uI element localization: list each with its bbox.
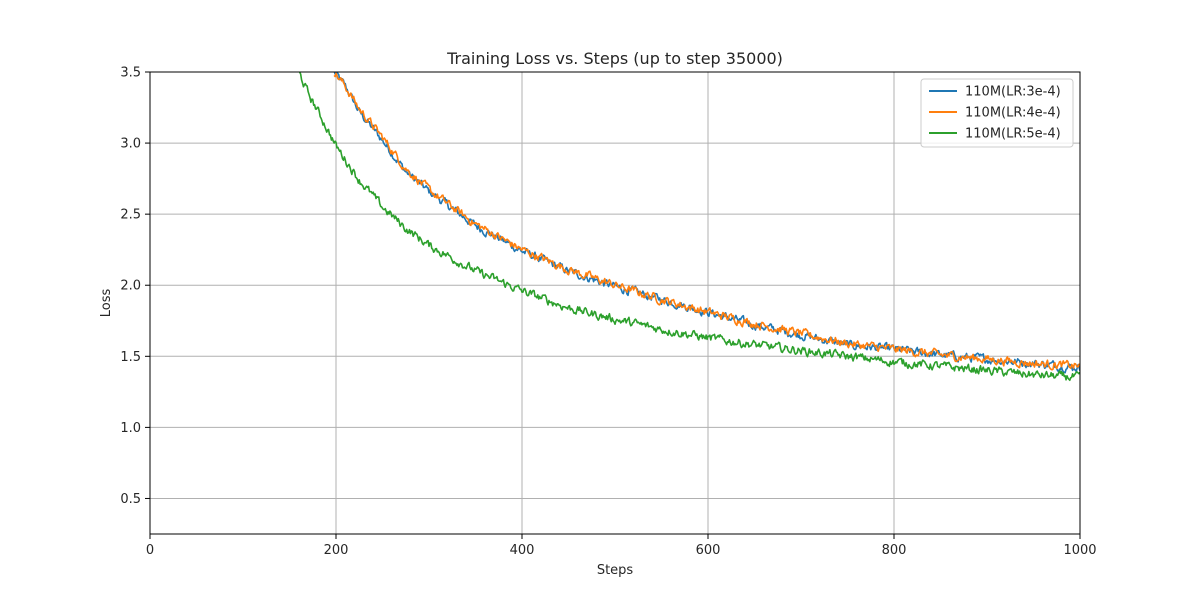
chart-title: Training Loss vs. Steps (up to step 3500… <box>446 49 783 68</box>
legend: 110M(LR:3e-4) 110M(LR:4e-4) 110M(LR:5e-4) <box>920 78 1074 148</box>
x-axis-label: Steps <box>597 563 634 578</box>
y-tick-label: 1.0 <box>120 421 141 436</box>
plot-area <box>298 72 1080 382</box>
legend-label: 110M(LR:5e-4) <box>965 127 1061 142</box>
series-lines <box>298 72 1080 382</box>
x-tick-label: 0 <box>146 543 154 558</box>
x-tick-label: 200 <box>324 543 349 558</box>
y-tick-label: 2.0 <box>120 279 141 294</box>
y-tick-label: 2.5 <box>120 208 141 223</box>
series-line <box>333 72 1080 371</box>
series-line <box>298 72 1080 382</box>
x-tick-label: 600 <box>696 543 721 558</box>
axes-frame <box>149 71 1081 535</box>
y-tick-label: 1.5 <box>120 350 141 365</box>
y-tick-label: 0.5 <box>120 492 141 507</box>
legend-label: 110M(LR:4e-4) <box>965 106 1061 121</box>
y-tick-label: 3.5 <box>120 66 141 81</box>
y-tick-label: 3.0 <box>120 137 141 152</box>
x-tick-label: 400 <box>510 543 535 558</box>
legend-label: 110M(LR:3e-4) <box>965 85 1061 100</box>
y-axis-label: Loss <box>99 289 114 318</box>
x-tick-label: 800 <box>882 543 907 558</box>
legend-box <box>920 78 1074 148</box>
x-tick-label: 1000 <box>1063 543 1096 558</box>
ticks: 0 200 400 600 800 1000 0.5 1.0 1.5 2.0 2.5 3.0 3.5 <box>120 66 1096 559</box>
